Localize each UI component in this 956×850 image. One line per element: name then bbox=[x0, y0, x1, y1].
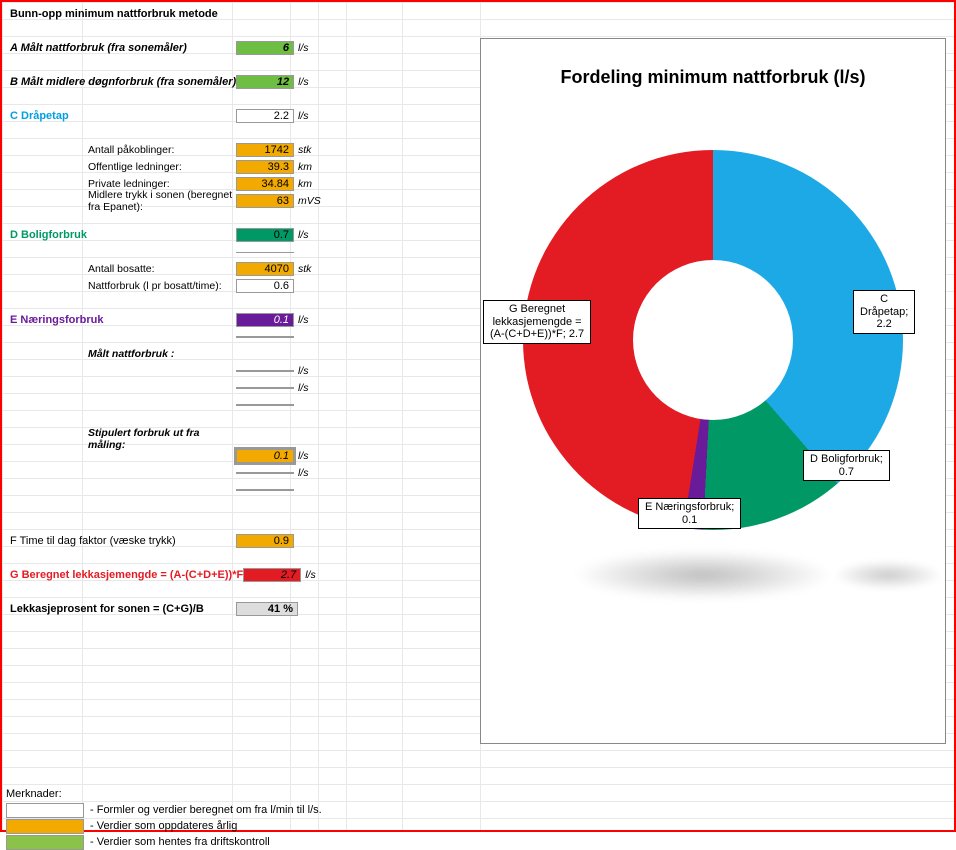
chart-shadow-icon bbox=[573, 550, 833, 600]
row-f-label: F Time til dag faktor (væske trykk) bbox=[6, 535, 236, 547]
remark-3: - Verdier som hentes fra driftskontroll bbox=[90, 836, 270, 848]
row-b-unit: l/s bbox=[294, 76, 322, 88]
row-c1-unit: stk bbox=[294, 144, 322, 156]
row-e1-label: Målt nattforbruk : bbox=[6, 348, 236, 360]
remark-box-2 bbox=[6, 819, 84, 834]
chart-container: Fordeling minimum nattforbruk (l/s) C Dr… bbox=[480, 38, 946, 744]
row-c3-unit: km bbox=[294, 178, 322, 190]
row-b-value[interactable]: 12 bbox=[236, 75, 294, 89]
row-c-unit: l/s bbox=[294, 110, 322, 122]
row-c2-value[interactable]: 39.3 bbox=[236, 160, 294, 174]
remarks-section: Merknader: - Formler og verdier beregnet… bbox=[6, 786, 466, 850]
row-a-unit: l/s bbox=[294, 42, 322, 54]
remark-1: - Formler og verdier beregnet om fra l/m… bbox=[90, 804, 322, 816]
chart-label-e: E Næringsforbruk;0.1 bbox=[638, 498, 741, 529]
row-c1-value[interactable]: 1742 bbox=[236, 143, 294, 157]
remark-box-3 bbox=[6, 835, 84, 850]
row-e1b-value[interactable] bbox=[236, 387, 294, 389]
row-a-label: A Målt nattforbruk (fra sonemåler) bbox=[6, 42, 236, 54]
row-c4-value[interactable]: 63 bbox=[236, 194, 294, 208]
row-g-unit: l/s bbox=[301, 569, 329, 581]
row-e2-label: Stipulert forbruk ut fra måling: bbox=[6, 427, 236, 451]
row-e-value[interactable]: 0.1 bbox=[236, 313, 294, 327]
row-e-label: E Næringsforbruk bbox=[6, 314, 236, 326]
page-title: Bunn-opp minimum nattforbruk metode bbox=[6, 8, 236, 20]
row-c3-value[interactable]: 34.84 bbox=[236, 177, 294, 191]
row-c4-label: Midlere trykk i sonen (beregnet fra Epan… bbox=[6, 189, 236, 213]
chart-label-g: G Beregnetlekkasjemengde =(A-(C+D+E))*F;… bbox=[483, 300, 591, 344]
row-d2-label: Nattforbruk (l pr bosatt/time): bbox=[6, 280, 236, 292]
row-e2a-value[interactable]: 0.1 bbox=[236, 449, 294, 463]
remark-2: - Verdier som oppdateres årlig bbox=[90, 820, 237, 832]
row-e2b-value[interactable] bbox=[236, 472, 294, 474]
row-d1-label: Antall bosatte: bbox=[6, 263, 236, 275]
row-e1a-value[interactable] bbox=[236, 370, 294, 372]
row-c2-unit: km bbox=[294, 161, 322, 173]
row-b-label: B Målt midlere døgnforbruk (fra sonemåle… bbox=[6, 76, 236, 88]
remark-box-1 bbox=[6, 803, 84, 818]
chart-shadow-icon bbox=[833, 560, 943, 590]
chart-title: Fordeling minimum nattforbruk (l/s) bbox=[481, 67, 945, 88]
remarks-title: Merknader: bbox=[6, 786, 466, 802]
row-c2-label: Offentlige ledninger: bbox=[6, 161, 236, 173]
chart-label-c: C Dråpetap; 2.2 bbox=[853, 290, 915, 334]
row-f-value[interactable]: 0.9 bbox=[236, 534, 294, 548]
row-c4-unit: mVS bbox=[294, 195, 322, 207]
row-g-label: G Beregnet lekkasjemengde = (A-(C+D+E))*… bbox=[6, 569, 243, 581]
row-d-unit: l/s bbox=[294, 229, 322, 241]
row-d-value[interactable]: 0.7 bbox=[236, 228, 294, 242]
row-d2-value[interactable]: 0.6 bbox=[236, 279, 294, 293]
row-c1-label: Antall påkoblinger: bbox=[6, 144, 236, 156]
donut-hole bbox=[633, 260, 793, 420]
row-c-value[interactable]: 2.2 bbox=[236, 109, 294, 123]
row-d1-value[interactable]: 4070 bbox=[236, 262, 294, 276]
row-g-value[interactable]: 2.7 bbox=[243, 568, 301, 582]
donut-chart: C Dråpetap; 2.2 D Boligforbruk;0.7 E Nær… bbox=[523, 150, 903, 530]
row-c-label: C Dråpetap bbox=[6, 110, 236, 122]
chart-label-d: D Boligforbruk;0.7 bbox=[803, 450, 890, 481]
row-e-unit: l/s bbox=[294, 314, 322, 326]
row-d1-unit: stk bbox=[294, 263, 322, 275]
row-a-value[interactable]: 6 bbox=[236, 41, 294, 55]
row-l-value[interactable]: 41 % bbox=[236, 602, 298, 616]
row-d-label: D Boligforbruk bbox=[6, 229, 236, 241]
row-l-label: Lekkasjeprosent for sonen = (C+G)/B bbox=[6, 603, 236, 615]
calculation-table: Bunn-opp minimum nattforbruk metode A Må… bbox=[6, 6, 466, 618]
